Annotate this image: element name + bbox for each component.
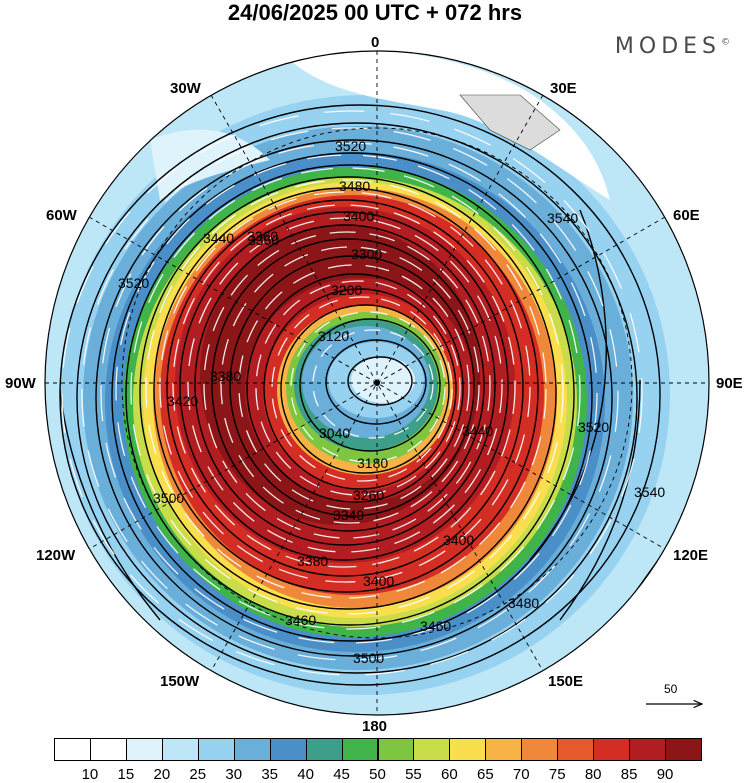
colorbar-cell (485, 738, 523, 761)
contour-label: 3520 (118, 275, 150, 291)
colorbar-cell (521, 738, 559, 761)
contour-label: 3260 (353, 487, 385, 503)
contour-label: 3340 (333, 507, 365, 523)
lon-label-150w: 150W (160, 673, 200, 690)
colorbar-tick-label: 45 (333, 766, 350, 783)
wind-streamlines (61, 110, 643, 676)
calm-region-north (290, 51, 610, 200)
brand-name: MODES (614, 34, 721, 59)
contour-label: 3040 (319, 425, 351, 441)
map-border (44, 50, 710, 716)
lon-label-90w: 90W (5, 375, 36, 392)
contour-label: 3480 (508, 595, 540, 611)
colorbar-tick-label: 15 (117, 766, 135, 783)
lon-label-90e: 90E (716, 375, 743, 392)
colorbar-tick-label: 80 (584, 766, 602, 783)
lon-label-30e: 30E (550, 80, 577, 97)
lon-label-120e: 120E (673, 547, 709, 564)
colorbar-tick-label: 50 (369, 766, 386, 783)
colorbar-cell (593, 738, 631, 761)
colorbar-tick-label: 55 (405, 766, 422, 783)
contour-label: 3300 (351, 246, 383, 262)
lon-label-120w: 120W (36, 547, 76, 564)
contour-label: 3360 (247, 228, 279, 244)
colorbar-cell (161, 738, 199, 761)
lon-label-150e: 150E (548, 673, 584, 690)
contour-label: 3400 (363, 573, 395, 589)
contour-label: 3200 (331, 282, 363, 298)
contour-label: 3440 (203, 230, 235, 246)
reference-vector-arrow (646, 682, 710, 712)
contour-label: 3540 (547, 210, 579, 226)
colorbar-tick-label: 40 (297, 766, 314, 783)
colorbar-tick-label: 10 (81, 766, 99, 783)
colorbar-cell (341, 738, 379, 761)
colorbar-tick-label: 65 (476, 766, 494, 783)
contour-label: 3440 (462, 423, 494, 439)
contour-label: 3180 (357, 455, 389, 471)
contour-label: 3520 (335, 138, 367, 154)
colorbar-tick-label: 85 (620, 766, 638, 783)
colorbar-tick-label: 30 (225, 766, 243, 783)
colorbar-cell (125, 738, 163, 761)
contour-label: 3380 (210, 368, 242, 384)
colorbar-cell (269, 738, 307, 761)
colorbar-cell (449, 738, 487, 761)
wind-speed-colorbar (54, 738, 702, 763)
contour-label: 3460 (420, 618, 452, 634)
colorbar-cell (629, 738, 667, 761)
colorbar-tick-label: 25 (189, 766, 207, 783)
colorbar-cell (89, 738, 127, 761)
pole-marker (374, 380, 380, 386)
colorbar-tick-label: 60 (441, 766, 458, 783)
brand-logo: MODES© (615, 34, 730, 59)
contour-label: 3420 (167, 393, 199, 409)
contour-label: 3480 (339, 178, 371, 194)
reference-vector-label: 50 (664, 682, 678, 696)
calm-region-northwest (150, 129, 270, 200)
contour-label: 3380 (297, 553, 329, 569)
colorbar-cell (665, 738, 702, 761)
colorbar-tick-label: 75 (548, 766, 566, 783)
colorbar-cell (54, 738, 91, 761)
colorbar-cell (557, 738, 595, 761)
map-title: 24/06/2025 00 UTC + 072 hrs (227, 0, 523, 25)
graticule (45, 51, 709, 715)
contour-label: 3540 (634, 484, 666, 500)
contour-label: 3460 (285, 612, 317, 628)
lon-label-60w: 60W (46, 207, 77, 224)
colorbar-cell (413, 738, 451, 761)
landmass-africa (459, 94, 561, 151)
lon-label-60e: 60E (673, 207, 700, 224)
colorbar-tick-label: 20 (153, 766, 171, 783)
lon-label-180: 180 (362, 718, 388, 735)
contour-label: 3360 (248, 232, 280, 248)
contour-label: 3400 (443, 532, 475, 548)
copyright-mark: © (721, 37, 730, 48)
contour-label: 3500 (353, 650, 385, 666)
colorbar-cell (305, 738, 343, 761)
contour-label: 3400 (343, 208, 375, 224)
lon-label-0: 0 (371, 34, 380, 51)
wind-speed-field (45, 51, 709, 715)
speed-band-15-inner (351, 357, 415, 403)
colorbar-cell (377, 738, 415, 761)
lon-label-30w: 30W (170, 80, 201, 97)
colorbar-cell (233, 738, 271, 761)
contour-label: 3120 (318, 328, 350, 344)
colorbar-tick-label: 90 (656, 766, 674, 783)
colorbar-cell (197, 738, 235, 761)
colorbar-tick-label: 70 (512, 766, 530, 783)
colorbar-tick-label: 35 (261, 766, 278, 783)
contour-label: 3520 (578, 419, 610, 435)
contour-label: 3500 (153, 490, 185, 506)
